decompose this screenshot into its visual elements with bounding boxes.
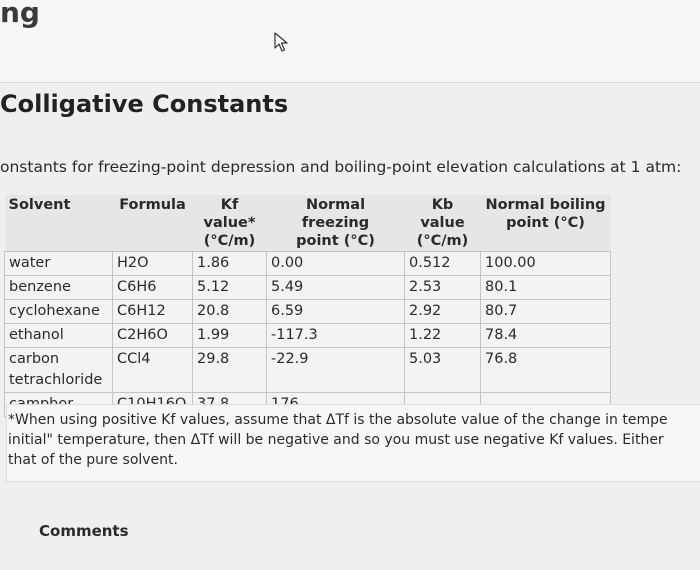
cell-kb: 1.22 — [404, 323, 481, 348]
cell-freezing-point: -117.3 — [266, 323, 405, 348]
mouse-cursor-icon — [274, 32, 288, 52]
cell-formula: C2H6O — [112, 323, 193, 348]
cell-boiling-point: 80.1 — [480, 275, 611, 300]
cell-freezing-point: 0.00 — [266, 251, 405, 276]
cell-solvent: carbon tetrachloride — [4, 347, 113, 393]
table-row: benzene C6H6 5.12 5.49 2.53 80.1 — [4, 275, 611, 300]
cell-solvent: benzene — [4, 275, 113, 300]
intro-text: onstants for freezing-point depression a… — [0, 158, 682, 176]
table-row: ethanol C2H6O 1.99 -117.3 1.22 78.4 — [4, 323, 611, 348]
cell-freezing-point: 6.59 — [266, 299, 405, 324]
cell-boiling-point: 78.4 — [480, 323, 611, 348]
table-row: carbon tetrachloride CCl4 29.8 -22.9 5.0… — [4, 347, 611, 393]
header-kf-value: Kf value* (°C/m) — [192, 195, 267, 252]
table-row: water H2O 1.86 0.00 0.512 100.00 — [4, 251, 611, 276]
cell-kb: 5.03 — [404, 347, 481, 393]
cell-formula: C6H12 — [112, 299, 193, 324]
colligative-constants-table: Solvent Formula Kf value* (°C/m) Normal f… — [4, 195, 611, 417]
cell-kf: 1.99 — [192, 323, 267, 348]
header-formula: Formula — [112, 195, 193, 252]
cell-kf: 29.8 — [192, 347, 267, 393]
footnote-line: *When using positive Kf values, assume t… — [8, 412, 668, 428]
table-header-row: Solvent Formula Kf value* (°C/m) Normal f… — [4, 195, 611, 252]
cell-kf: 5.12 — [192, 275, 267, 300]
cell-solvent: ethanol — [4, 323, 113, 348]
cell-formula: H2O — [112, 251, 193, 276]
header-normal-freezing-point: Normal freezing point (°C) — [266, 195, 405, 252]
cell-freezing-point: 5.49 — [266, 275, 405, 300]
cell-kf: 20.8 — [192, 299, 267, 324]
cell-boiling-point: 100.00 — [480, 251, 611, 276]
footnote-text: *When using positive Kf values, assume t… — [8, 410, 700, 470]
page-title: Colligative Constants — [0, 90, 289, 118]
footnote-line: initial" temperature, then ΔTf will be n… — [8, 432, 664, 448]
cell-kb: 2.92 — [404, 299, 481, 324]
comments-link[interactable]: Comments — [39, 522, 129, 540]
cell-boiling-point: 76.8 — [480, 347, 611, 393]
cell-kf: 1.86 — [192, 251, 267, 276]
footnote-panel — [6, 404, 700, 482]
header-title-fragment: ng — [0, 0, 40, 29]
cell-kb: 2.53 — [404, 275, 481, 300]
page-header-bar: ng — [0, 0, 700, 83]
footnote-line: that of the pure solvent. — [8, 452, 178, 468]
header-kb-value: Kb value (°C/m) — [404, 195, 481, 252]
table-row: cyclohexane C6H12 20.8 6.59 2.92 80.7 — [4, 299, 611, 324]
cell-boiling-point: 80.7 — [480, 299, 611, 324]
cell-kb: 0.512 — [404, 251, 481, 276]
cell-solvent: cyclohexane — [4, 299, 113, 324]
cell-freezing-point: -22.9 — [266, 347, 405, 393]
cell-solvent: water — [4, 251, 113, 276]
cell-formula: CCl4 — [112, 347, 193, 393]
header-solvent: Solvent — [4, 195, 113, 252]
header-normal-boiling-point: Normal boiling point (°C) — [480, 195, 611, 252]
cell-formula: C6H6 — [112, 275, 193, 300]
